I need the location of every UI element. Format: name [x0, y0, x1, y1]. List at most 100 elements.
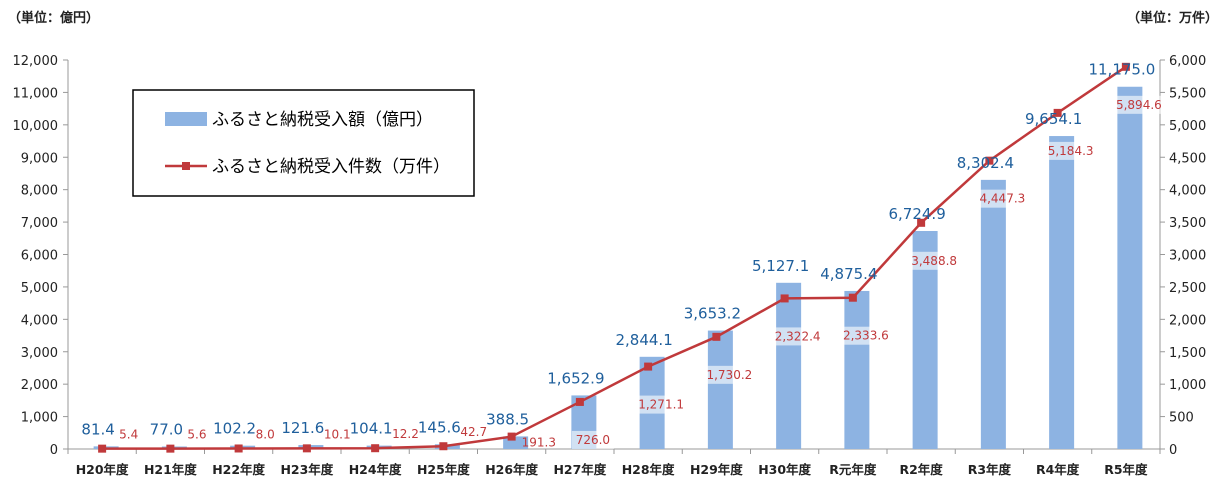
right-tick-label: 1,500 — [1169, 346, 1206, 361]
right-tick-label: 2,500 — [1169, 281, 1206, 296]
category-label: H21年度 — [144, 462, 197, 477]
category-label: H20年度 — [76, 462, 129, 477]
bar-value-label: 6,724.9 — [888, 205, 945, 223]
category-label: H24年度 — [349, 462, 402, 477]
bar-value-label: 1,652.9 — [547, 369, 604, 387]
line-value-label: 10.1 — [324, 427, 351, 441]
line-value-label: 5,894.6 — [1116, 98, 1162, 112]
right-tick-label: 6,000 — [1169, 54, 1206, 69]
line-value-label: 191.3 — [522, 436, 556, 450]
legend-bar-swatch — [165, 112, 207, 126]
line-point — [985, 156, 994, 165]
line-point — [917, 218, 926, 227]
category-label: R3年度 — [968, 462, 1012, 477]
bar-value-label: 77.0 — [150, 421, 183, 439]
left-tick-label: 9,000 — [21, 151, 58, 166]
bar-value-label: 388.5 — [486, 410, 529, 428]
data-labels: 81.4 77.0 102.2 121.6 104.1 145.6 388.5 1,652.9… — [81, 61, 1168, 450]
legend-bar-label: ふるさと納税受入額（億円） — [212, 110, 433, 130]
line-point — [302, 444, 311, 453]
right-tick-label: 0 — [1169, 443, 1177, 458]
line-point — [575, 397, 584, 406]
line-value-label: 3,488.8 — [911, 254, 957, 268]
line-point — [166, 444, 175, 453]
line-label-bg — [632, 395, 690, 414]
bar-value-label: 121.6 — [281, 419, 324, 437]
category-label: H26年度 — [485, 462, 538, 477]
right-tick-label: 3,000 — [1169, 249, 1206, 264]
line-point — [1121, 62, 1130, 71]
left-axis-unit: （単位：億円） — [8, 10, 99, 26]
bar-value-label: 8,302.4 — [957, 154, 1014, 172]
line-value-label: 2,322.4 — [775, 329, 821, 343]
category-label: R2年度 — [899, 462, 943, 477]
left-tick-label: 3,000 — [21, 346, 58, 361]
line-value-label: 42.7 — [460, 425, 487, 439]
bar-value-label: 5,127.1 — [752, 257, 809, 275]
line-point — [439, 442, 448, 451]
category-label: R4年度 — [1036, 462, 1080, 477]
category-label: H25年度 — [417, 462, 470, 477]
category-label: H27年度 — [553, 462, 606, 477]
bar-value-label: 9,654.1 — [1025, 110, 1082, 128]
left-tick-label: 1,000 — [21, 411, 58, 426]
left-tick-label: 4,000 — [21, 313, 58, 328]
category-label: H28年度 — [622, 462, 675, 477]
bar — [707, 330, 733, 449]
left-tick-label: 0 — [50, 443, 58, 458]
line-value-label: 8.0 — [256, 427, 275, 441]
line-value-label: 726.0 — [576, 433, 610, 447]
line-label-bg — [837, 326, 895, 345]
line-point — [234, 444, 243, 453]
bar-value-label: 2,844.1 — [615, 331, 672, 349]
line-label-bg — [1042, 141, 1099, 160]
category-label: H23年度 — [280, 462, 333, 477]
line-label-bg — [769, 327, 826, 346]
bar — [1049, 136, 1075, 449]
left-tick-label: 6,000 — [21, 249, 58, 264]
bar-value-label: 81.4 — [81, 420, 114, 438]
bar — [776, 282, 802, 449]
line-value-label: 1,730.2 — [706, 368, 752, 382]
line-point — [1053, 108, 1062, 117]
line-point — [644, 362, 653, 371]
bar-value-label: 11,175.0 — [1088, 61, 1155, 79]
right-tick-label: 1,000 — [1169, 378, 1206, 393]
bar — [1117, 86, 1143, 450]
right-tick-label: 2,000 — [1169, 313, 1206, 328]
line-path — [102, 65, 1127, 450]
line-point — [712, 332, 721, 341]
right-tick-label: 4,000 — [1169, 184, 1206, 199]
category-labels: H20年度 H21年度 H22年度 H23年度 H24年度 H25年度 H26年度 H27年度… — [76, 462, 1148, 477]
right-tick-label: 5,500 — [1169, 86, 1206, 101]
line-point — [98, 444, 107, 453]
right-tick-label: 500 — [1169, 411, 1194, 426]
bar-value-label: 145.6 — [418, 418, 461, 436]
legend-box — [132, 89, 475, 197]
legend: ふるさと納税受入額（億円） ふるさと納税受入件数（万件） — [132, 89, 475, 197]
line-value-label: 1,271.1 — [638, 398, 684, 412]
line-series — [98, 62, 1130, 453]
line-value-label: 4,447.3 — [979, 192, 1025, 206]
line-value-label: 5.4 — [119, 428, 138, 442]
left-tick-label: 8,000 — [21, 184, 58, 199]
left-tick-label: 12,000 — [13, 54, 59, 69]
right-tick-label: 4,500 — [1169, 151, 1206, 166]
category-label: R元年度 — [829, 462, 877, 477]
left-tick-label: 11,000 — [13, 86, 59, 101]
line-value-label: 2,333.6 — [843, 329, 889, 343]
right-tick-label: 3,500 — [1169, 216, 1206, 231]
left-tick-label: 7,000 — [21, 216, 58, 231]
line-value-label: 5.6 — [187, 428, 206, 442]
line-label-bg — [974, 189, 1031, 208]
line-label-bg — [701, 365, 758, 384]
line-point — [848, 293, 857, 302]
legend-line-label: ふるさと納税受入件数（万件） — [212, 157, 450, 177]
bar-value-label: 4,875.4 — [820, 265, 877, 283]
right-axis-unit: （単位：万件） — [1127, 10, 1218, 26]
bar-value-label: 3,653.2 — [684, 305, 741, 323]
line-value-label: 12.2 — [392, 427, 419, 441]
line-value-label: 5,184.3 — [1048, 144, 1094, 158]
category-label: H22年度 — [212, 462, 265, 477]
left-tick-label: 5,000 — [21, 281, 58, 296]
